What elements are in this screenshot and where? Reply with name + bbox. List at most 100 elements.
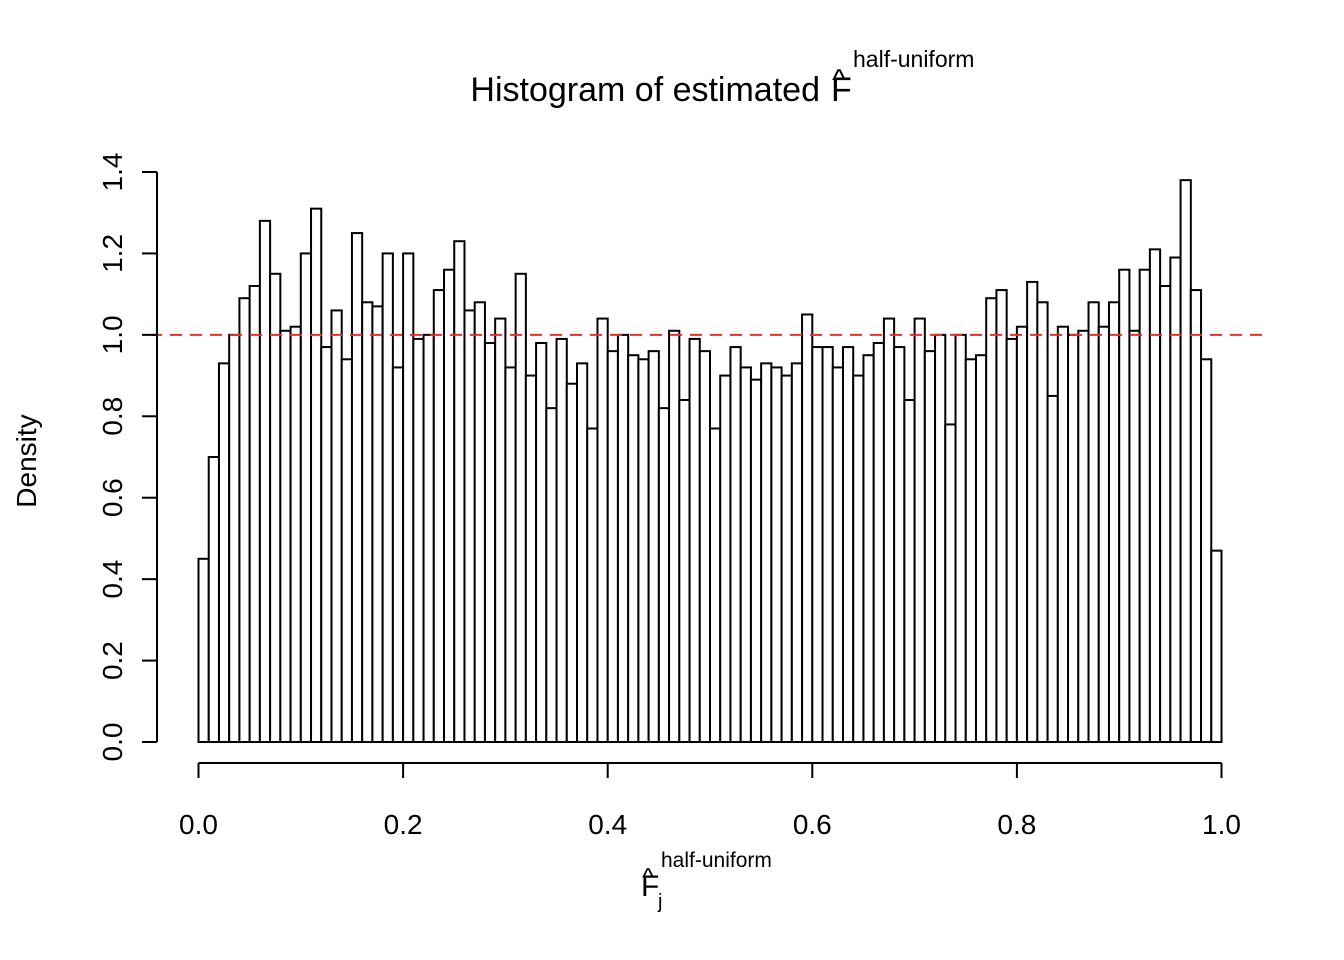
histogram-bar xyxy=(1015,325,1029,743)
histogram-bar xyxy=(668,329,681,743)
histogram-bar xyxy=(1179,179,1192,743)
histogram-bar xyxy=(1067,333,1080,743)
histogram-bar xyxy=(627,354,640,743)
histogram-bar xyxy=(893,346,906,743)
histogram-bar xyxy=(831,366,844,743)
histogram-bar xyxy=(657,407,671,743)
histogram-bar xyxy=(217,362,231,743)
histogram-bar xyxy=(719,374,732,743)
histogram-bar xyxy=(1097,325,1110,743)
histogram-bar xyxy=(463,309,476,743)
histogram-bar xyxy=(801,313,814,743)
histogram-bar xyxy=(944,423,957,743)
histogram-bar xyxy=(913,317,926,743)
chart-title: Histogram of estimated F ^ half-uniform xyxy=(470,46,974,109)
histogram-bar xyxy=(350,232,364,743)
histogram-bar xyxy=(340,358,353,743)
histogram-bar xyxy=(535,342,548,743)
histogram-bar xyxy=(985,297,998,743)
histogram-bar xyxy=(1056,325,1070,743)
histogram-bar xyxy=(1026,280,1039,743)
histogram-bar xyxy=(330,309,343,743)
histogram-bar xyxy=(637,358,650,743)
x-axis-label: F ^ j half-uniform xyxy=(641,849,772,913)
y-axis: 0.0 0.2 0.4 0.6 0.8 1.0 1.2 1.4 xyxy=(97,153,158,761)
histogram-bar xyxy=(1169,256,1182,743)
histogram-bar xyxy=(269,272,282,743)
histogram-bar xyxy=(974,354,988,743)
histogram-bar xyxy=(729,346,742,743)
histogram-bar xyxy=(371,305,384,743)
x-axis-label-hat: ^ xyxy=(642,862,655,892)
histogram-bar xyxy=(381,252,394,744)
histogram-bar xyxy=(698,350,712,743)
histogram-bar xyxy=(514,272,527,743)
histogram-bar xyxy=(995,289,1008,743)
histogram-bar xyxy=(402,252,415,744)
y-tick-label: 0.2 xyxy=(97,641,128,680)
histogram-bar xyxy=(1128,329,1141,743)
histogram-bar xyxy=(749,378,763,743)
histogram-bar xyxy=(391,366,405,743)
histogram-bar xyxy=(1210,549,1223,744)
y-tick-label: 0.4 xyxy=(97,560,128,599)
histogram-bar xyxy=(616,333,630,743)
x-axis-label-superscript: half-uniform xyxy=(661,849,772,872)
histogram-bar xyxy=(964,358,977,743)
y-tick-label: 0.8 xyxy=(97,397,128,436)
chart-title-superscript: half-uniform xyxy=(853,46,974,72)
x-tick-label: 0.2 xyxy=(384,809,423,840)
histogram-bar xyxy=(555,337,568,743)
histogram-bar xyxy=(1200,358,1213,743)
histogram-bar xyxy=(279,329,292,743)
histogram-bar xyxy=(1107,301,1121,743)
x-tick-label: 0.8 xyxy=(997,809,1036,840)
histogram-bar xyxy=(770,366,783,743)
histogram-bar xyxy=(1087,301,1100,743)
histogram-bar xyxy=(545,407,558,743)
histogram-bar xyxy=(238,297,251,743)
histogram-bar xyxy=(494,317,507,743)
histogram-bar xyxy=(647,350,660,743)
y-tick-label: 1.0 xyxy=(97,315,128,354)
histogram-bar xyxy=(790,362,804,743)
histogram-bar xyxy=(1159,285,1172,743)
histogram-bar xyxy=(310,207,323,743)
x-tick-label: 0.6 xyxy=(793,809,832,840)
chart-title-symbol: F xyxy=(831,71,852,109)
histogram-bar xyxy=(606,350,619,743)
y-tick-label: 1.4 xyxy=(97,153,128,192)
histogram-bar xyxy=(473,301,486,743)
chart-title-hat: ^ xyxy=(832,64,846,97)
histogram-bar xyxy=(1077,329,1090,743)
histogram-bar xyxy=(1046,394,1059,743)
histogram-bar xyxy=(739,366,752,743)
histogram-bar xyxy=(862,354,875,743)
histogram-bar xyxy=(432,289,446,743)
histogram-bar xyxy=(504,366,517,743)
histogram-bar xyxy=(903,399,916,743)
histogram-bar xyxy=(1036,301,1049,743)
histogram-bar xyxy=(821,346,834,743)
histogram-bar xyxy=(1005,337,1018,743)
histogram-bar xyxy=(872,342,885,743)
histogram-bar xyxy=(1118,268,1131,743)
histogram-bar xyxy=(923,350,937,743)
histogram-bar xyxy=(361,301,374,743)
histogram-bar xyxy=(289,325,302,743)
histogram-bar xyxy=(412,337,425,743)
histogram-bar xyxy=(1189,289,1203,743)
histogram-bar xyxy=(954,333,967,743)
histogram-bar xyxy=(228,333,241,743)
histogram-bar xyxy=(1148,248,1162,743)
histogram-bar xyxy=(882,317,896,743)
histogram-bar xyxy=(207,456,220,743)
histogram-bar xyxy=(453,240,466,743)
x-axis: 0.0 0.2 0.4 0.6 0.8 1.0 xyxy=(179,762,1241,840)
histogram-bar xyxy=(524,374,538,743)
chart-title-text: Histogram of estimated xyxy=(470,71,820,109)
histogram-bar xyxy=(258,219,272,744)
x-axis-label-symbol: F xyxy=(641,870,659,903)
histogram-bar xyxy=(422,333,435,743)
